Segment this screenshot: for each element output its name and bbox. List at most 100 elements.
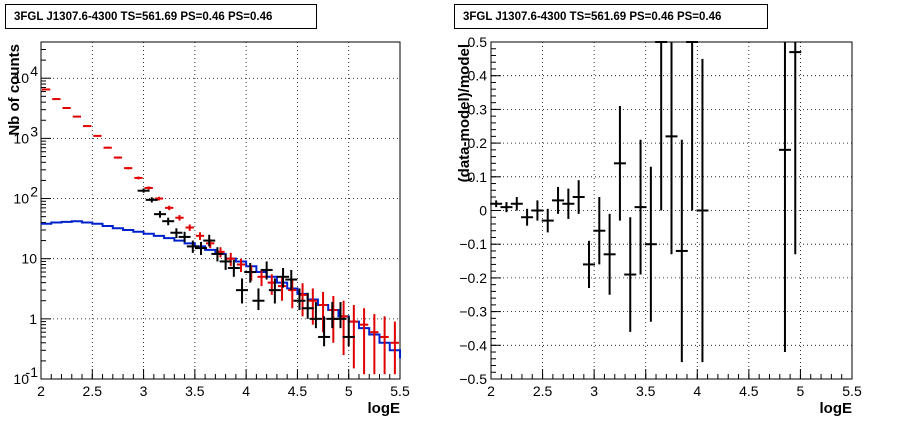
model-point [103, 146, 112, 149]
model-point [52, 98, 61, 101]
y-tick-label: 0.1 [468, 169, 488, 185]
residual-point [686, 41, 699, 211]
data-point [293, 288, 306, 311]
data-point [219, 253, 232, 270]
y-axis-label: (data-model)/model [456, 44, 473, 182]
y-tick-label: 0 [479, 203, 487, 219]
x-tick-label: 3 [140, 383, 148, 399]
x-tick-label: 4 [242, 383, 250, 399]
residual-point [552, 186, 565, 214]
model-point [62, 106, 71, 109]
model-point [93, 134, 102, 137]
x-tick-label: 2.5 [533, 383, 553, 399]
x-tick-label: 5.5 [390, 383, 410, 399]
y-tick-label: 10 [13, 191, 29, 207]
data-point [227, 260, 240, 277]
y-tick-label: 10 [13, 371, 29, 387]
x-tick-label: 4 [693, 383, 701, 399]
model-point [370, 314, 379, 375]
y-tick-exponent: 3 [30, 123, 38, 139]
residual-point [603, 213, 616, 295]
y-tick-label: 10 [21, 251, 37, 267]
data-point [153, 211, 166, 218]
residual-point [582, 240, 595, 289]
model-point [236, 258, 246, 273]
model-point [277, 276, 287, 301]
y-tick-label: −0.1 [459, 236, 487, 252]
model-point [195, 232, 205, 240]
y-tick-label: 0.5 [468, 34, 488, 50]
residual-point [778, 42, 791, 353]
x-tick-label: 4.5 [288, 383, 308, 399]
residual-point [500, 202, 513, 213]
x-tick-label: 5.5 [842, 383, 862, 399]
residual-point [675, 139, 688, 363]
model-point [134, 176, 143, 180]
residual-point [655, 41, 668, 211]
model-point [390, 321, 399, 375]
counts-chart-title: 3FGL J1307.6-4300 TS=561.69 PS=0.46 PS=0… [5, 4, 317, 29]
y-tick-label: −0.5 [459, 371, 487, 387]
residual-point [521, 208, 534, 226]
y-tick-label: 0.4 [468, 68, 488, 84]
y-tick-label: 0.3 [468, 101, 488, 117]
model-point [83, 125, 92, 128]
residual-point [789, 42, 802, 255]
residual-panel: 2 2.5 3 3.5 4 4.5 5 5.5 −0.5 −0.4 −0.3 −0.2 −0.1 0 0.1… [456, 34, 862, 417]
residual-point [644, 166, 657, 322]
residual-point [624, 217, 637, 332]
data-point [195, 241, 208, 256]
model-point [359, 308, 369, 375]
data-point [318, 316, 331, 347]
y-tick-label: −0.2 [459, 270, 487, 286]
residual-point [634, 139, 647, 275]
x-axis-label: logE [820, 400, 853, 417]
data-point [137, 188, 150, 193]
y-axis-label: Nb of counts [6, 44, 23, 136]
model-point [380, 316, 389, 375]
data-point [162, 217, 175, 226]
x-tick-label: 5 [797, 383, 805, 399]
y-tick-exponent: 4 [30, 63, 38, 79]
data-point [268, 278, 281, 304]
residual-point [593, 197, 606, 265]
data-point [301, 292, 314, 319]
plot-frame [40, 41, 401, 380]
model-point [185, 224, 194, 231]
model-point [247, 265, 256, 281]
data-point [145, 197, 158, 203]
data-point [285, 269, 298, 291]
y-tick-label: 1 [29, 311, 37, 327]
model-point [318, 291, 328, 333]
model-point [226, 252, 235, 267]
data-point [178, 231, 191, 242]
y-tick-exponent: -1 [26, 364, 39, 380]
residual-point [562, 188, 575, 219]
y-tick-label: −0.3 [459, 304, 487, 320]
residual-point [696, 58, 709, 363]
x-tick-label: 3 [590, 383, 598, 399]
model-point [124, 166, 133, 170]
model-point [257, 269, 266, 287]
residual-point [490, 200, 503, 208]
y-tick-label: 10 [13, 70, 29, 86]
x-tick-label: 2 [37, 383, 45, 399]
model-point [144, 186, 153, 190]
data-point [260, 261, 273, 280]
x-tick-label: 3.5 [185, 383, 205, 399]
model-point [113, 156, 123, 159]
residual-point [572, 180, 585, 214]
residual-point [665, 42, 678, 255]
data-point [170, 228, 183, 239]
model-point [165, 205, 174, 211]
data-point [186, 240, 199, 253]
data-point [252, 288, 265, 311]
data-point [309, 302, 322, 329]
data-point [236, 278, 249, 304]
data-point [203, 234, 216, 247]
data-point [334, 302, 347, 329]
residual-chart-title: 3FGL J1307.6-4300 TS=561.69 PS=0.46 PS=0… [454, 4, 768, 29]
model-point [72, 115, 82, 118]
data-point [244, 262, 257, 283]
